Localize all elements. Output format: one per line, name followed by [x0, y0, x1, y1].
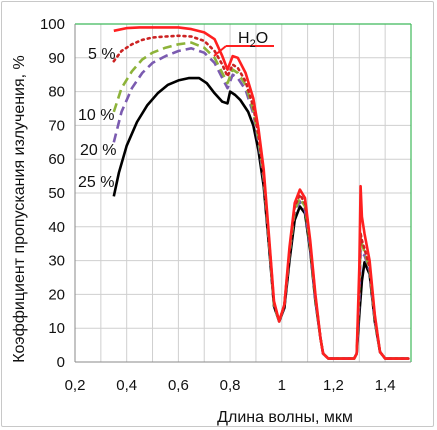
y-tick-labels: 0 10 20 30 40 50 60 70 80 90 100	[40, 16, 65, 371]
y-tick-label: 20	[48, 286, 65, 303]
series-line-5pct	[112, 34, 410, 360]
series-lines	[112, 26, 410, 360]
x-tick-label: 1,4	[375, 377, 396, 394]
y-tick-label: 100	[40, 16, 65, 33]
x-tick-label: 0,4	[116, 377, 137, 394]
y-tick-label: 50	[48, 185, 65, 202]
y-tick-label: 80	[48, 84, 65, 101]
x-tick-label: 1,2	[323, 377, 344, 394]
y-tick-label: 60	[48, 151, 65, 168]
series-line-h2o	[113, 26, 409, 360]
curve-label: 5 %	[88, 46, 116, 63]
y-axis-label: Коэффициент пропускания излучения, %	[11, 55, 28, 363]
y-tick-label: 40	[48, 219, 65, 236]
x-tick-label: 0,6	[168, 377, 189, 394]
h2o-label-h: H	[238, 30, 250, 47]
curve-label: 25 %	[78, 174, 114, 191]
y-tick-label: 30	[48, 253, 65, 270]
grid	[74, 23, 412, 363]
x-tick-label: 0,2	[65, 377, 86, 394]
y-tick-label: 0	[57, 354, 65, 371]
h2o-label-o: O	[256, 30, 268, 47]
series-line-25pct	[112, 76, 409, 360]
series-line-10pct	[112, 41, 409, 360]
x-tick-label: 0,8	[220, 377, 241, 394]
x-axis-label: Длина волны, мкм	[217, 409, 353, 426]
y-tick-label: 90	[48, 50, 65, 67]
h2o-label: H2O	[213, 30, 274, 57]
h2o-leader-pointer	[213, 45, 227, 57]
x-tick-label: 1	[278, 377, 286, 394]
y-tick-label: 70	[48, 117, 65, 134]
curve-label: 10 %	[78, 107, 114, 124]
x-tick-labels: 0,2 0,4 0,6 0,8 1 1,2 1,4	[65, 377, 396, 394]
curve-labels: 5 % 10 % 20 % 25 %	[78, 46, 116, 191]
h2o-label-subscript: 2	[250, 38, 256, 50]
y-tick-label: 10	[48, 320, 65, 337]
curve-label: 20 %	[80, 142, 116, 159]
svg-text:H2O: H2O	[238, 30, 268, 50]
